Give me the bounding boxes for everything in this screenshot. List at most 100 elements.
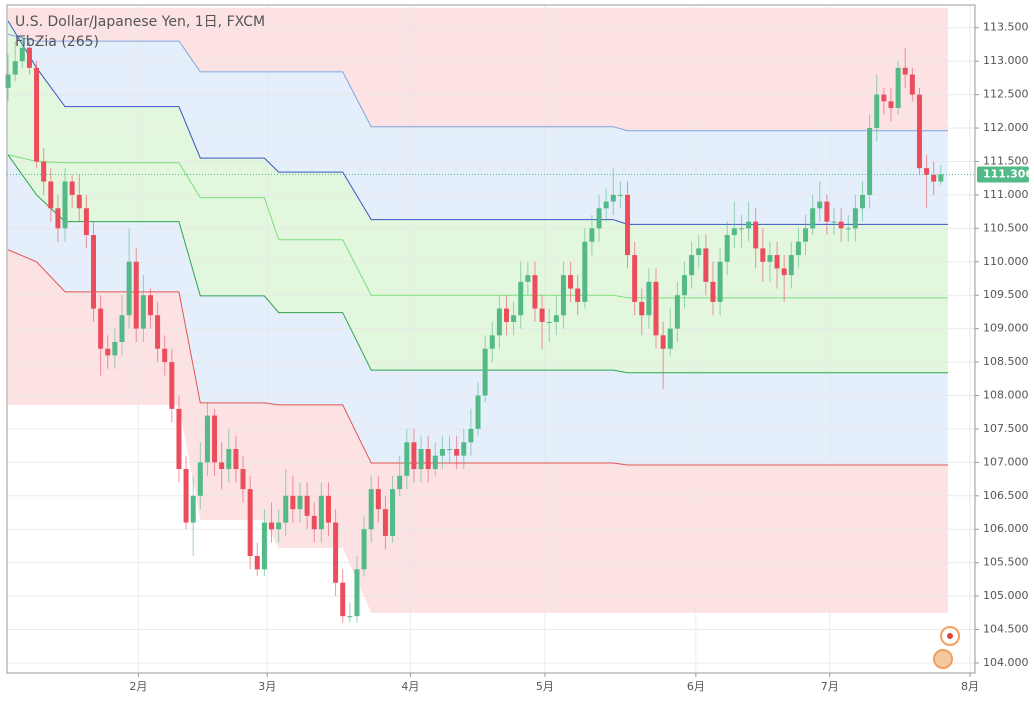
- candle-body: [290, 495, 296, 510]
- candle-body: [632, 255, 638, 302]
- candle-body: [133, 261, 139, 329]
- axes: 104.000 104.500 105.000 105.500 106.000 106.5…: [7, 21, 1033, 693]
- candle-body: [489, 335, 495, 349]
- candle-body: [447, 448, 453, 450]
- candle-body: [212, 415, 218, 463]
- candle-body: [19, 47, 25, 62]
- icon: [933, 649, 953, 669]
- x-tick-label: 4月: [401, 680, 419, 693]
- candle-body: [546, 321, 552, 323]
- candle-body: [204, 415, 210, 463]
- y-tick-label: 111.000: [983, 188, 1029, 201]
- candle-body: [831, 221, 837, 223]
- indicator-zone: [8, 154, 948, 373]
- last-price-box: [977, 166, 1029, 183]
- candle-body: [382, 509, 388, 536]
- candle-body: [162, 348, 168, 363]
- x-tick-label: 5月: [536, 680, 554, 693]
- indicator-line: [7, 33, 948, 132]
- candle-body: [475, 395, 481, 429]
- candle-body: [568, 275, 574, 289]
- candle-body: [155, 315, 161, 349]
- indicator-line: [7, 154, 948, 299]
- candle-body: [909, 74, 915, 95]
- indicator-line: [7, 249, 948, 466]
- candle-body: [760, 248, 766, 262]
- candle-body: [397, 475, 403, 490]
- y-tick-label: 111.500: [983, 154, 1029, 167]
- y-tick-label: 105.000: [983, 589, 1029, 602]
- indicator-zone: [8, 154, 948, 466]
- candle-body: [390, 489, 396, 536]
- candle-body: [247, 489, 253, 556]
- x-tick-label: 2月: [129, 680, 147, 693]
- candles: [5, 34, 944, 623]
- y-tick-label: 105.500: [983, 556, 1029, 569]
- candle-body: [503, 308, 509, 322]
- candle-body: [361, 529, 367, 570]
- candle-body: [525, 275, 531, 282]
- candle-body: [269, 522, 275, 530]
- candle-body: [55, 208, 61, 229]
- chart-title: U.S. Dollar/Japanese Yen, 1日, FXCM: [15, 14, 265, 30]
- x-tick-label: 7月: [821, 680, 839, 693]
- candle-body: [12, 61, 18, 75]
- y-tick-label: 109.000: [983, 322, 1029, 335]
- candle-body: [454, 448, 460, 456]
- y-tick-label: 110.500: [983, 221, 1029, 234]
- y-tick-label: 112.000: [983, 121, 1029, 134]
- candle-body: [69, 181, 75, 195]
- candle-body: [795, 241, 801, 256]
- candle-body: [354, 569, 360, 617]
- y-tick-label: 112.500: [983, 88, 1029, 101]
- candle-body: [283, 495, 289, 523]
- candle-body: [717, 261, 723, 302]
- candle-body: [461, 442, 467, 456]
- candle-body: [318, 495, 324, 530]
- candle-body: [845, 228, 851, 230]
- candle-body: [83, 208, 89, 236]
- candle-body: [888, 101, 894, 108]
- corner-icons: [933, 626, 960, 669]
- y-tick-label: 104.000: [983, 656, 1029, 669]
- candle-body: [916, 94, 922, 169]
- candle-body: [731, 228, 737, 236]
- candle-body: [147, 295, 153, 316]
- candle-body: [667, 328, 673, 349]
- candle-body: [810, 208, 816, 229]
- candle-body: [902, 67, 908, 75]
- y-tick-label: 106.500: [983, 489, 1029, 502]
- candle-body: [311, 515, 317, 530]
- candle-body: [674, 295, 680, 329]
- candle-body: [881, 94, 887, 102]
- candle-body: [91, 235, 97, 309]
- candle-body: [34, 67, 40, 162]
- candle-body: [425, 448, 431, 470]
- candle-body: [76, 194, 82, 209]
- candle-body: [418, 448, 424, 470]
- y-tick-label: 110.000: [983, 255, 1029, 268]
- candle-body: [347, 616, 353, 618]
- candle-body: [432, 455, 438, 470]
- candle-body: [774, 255, 780, 269]
- candle-body: [874, 94, 880, 129]
- y-tick-label: 107.500: [983, 422, 1029, 435]
- candle-body: [596, 208, 602, 229]
- indicator-name: FibZia (265): [15, 34, 99, 50]
- candle-body: [895, 67, 901, 108]
- last-price-label: 111.306: [983, 167, 1033, 180]
- icon: [947, 633, 953, 639]
- candle-body: [411, 442, 417, 470]
- candle-body: [219, 462, 225, 470]
- candle-body: [625, 194, 631, 256]
- candle-body: [496, 308, 502, 336]
- candle-body: [589, 228, 595, 242]
- candle-body: [553, 315, 559, 322]
- candle-body: [240, 469, 246, 490]
- candle-body: [98, 308, 104, 349]
- candle-body: [738, 228, 744, 230]
- candle-body: [511, 315, 517, 322]
- candle-body: [617, 194, 623, 196]
- x-tick-label: 3月: [258, 680, 276, 693]
